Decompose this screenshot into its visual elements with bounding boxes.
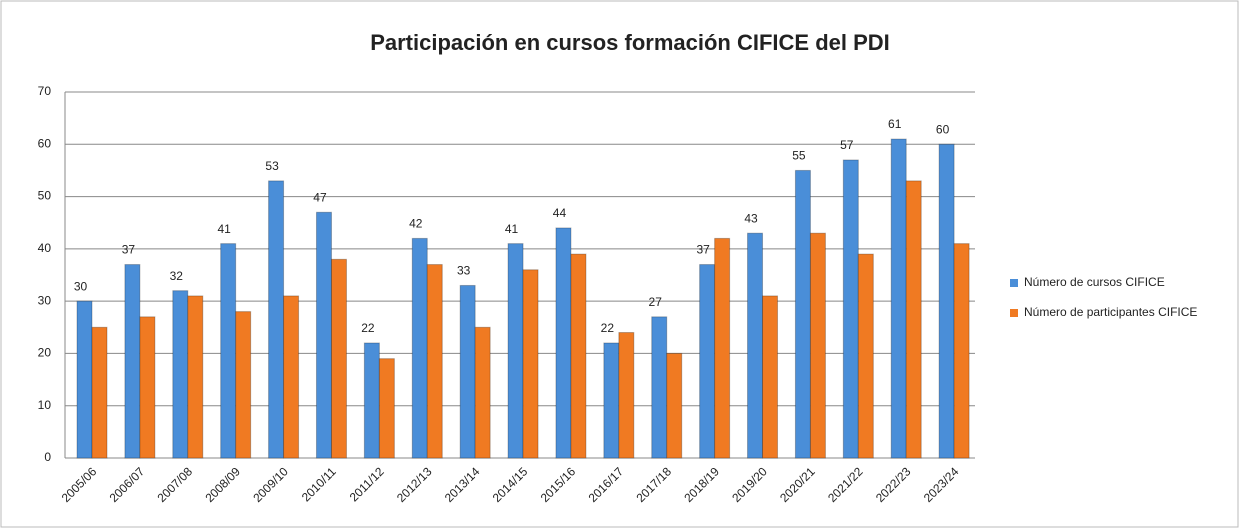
bar — [411, 237, 428, 459]
bar — [507, 243, 524, 459]
legend-label: Número de participantes CIFICE — [1024, 305, 1197, 319]
bar — [857, 253, 874, 459]
data-label: 53 — [265, 159, 279, 173]
bar — [905, 180, 922, 459]
y-tick-label: 50 — [38, 189, 52, 203]
y-tick-label: 20 — [38, 346, 52, 360]
data-label: 61 — [888, 117, 902, 131]
bar — [666, 352, 683, 459]
data-label: 41 — [505, 222, 519, 236]
bar — [714, 237, 731, 459]
y-tick-label: 30 — [38, 293, 52, 307]
bar — [330, 258, 347, 459]
bar — [570, 253, 587, 459]
data-label: 55 — [792, 149, 806, 163]
bar — [809, 232, 826, 459]
chart-title: Participación en cursos formación CIFICE… — [370, 30, 890, 55]
data-label: 43 — [744, 211, 758, 225]
bar — [459, 284, 476, 459]
bar — [283, 295, 300, 459]
data-label: 47 — [313, 190, 327, 204]
bar — [938, 143, 955, 459]
bar — [363, 342, 380, 459]
bar — [426, 264, 443, 459]
data-label: 60 — [936, 122, 950, 136]
bar — [555, 227, 572, 459]
data-label: 27 — [649, 295, 663, 309]
bar — [474, 326, 491, 459]
bar — [953, 243, 970, 459]
data-label: 41 — [218, 222, 232, 236]
bar — [76, 300, 93, 459]
bar — [235, 311, 252, 459]
bar — [139, 316, 156, 459]
data-label: 44 — [553, 206, 567, 220]
bar — [699, 264, 716, 459]
data-label: 57 — [840, 138, 854, 152]
bar — [651, 316, 668, 459]
y-tick-label: 0 — [44, 450, 51, 464]
data-label: 30 — [74, 279, 88, 293]
y-tick-label: 10 — [38, 398, 52, 412]
legend-swatch — [1010, 309, 1018, 317]
data-label: 22 — [361, 321, 375, 335]
bar — [618, 332, 635, 459]
bar — [124, 264, 141, 459]
bar — [794, 169, 811, 459]
legend-label: Número de cursos CIFICE — [1024, 275, 1165, 289]
data-label: 22 — [601, 321, 615, 335]
bar — [890, 138, 907, 459]
bar — [91, 326, 108, 459]
bar — [315, 211, 332, 459]
data-label: 37 — [122, 243, 136, 257]
bar — [762, 295, 779, 459]
y-tick-label: 70 — [38, 84, 52, 98]
legend-swatch — [1010, 279, 1018, 287]
bar — [172, 290, 189, 459]
data-label: 42 — [409, 217, 423, 231]
bar — [378, 358, 395, 459]
bar — [268, 180, 285, 459]
data-label: 33 — [457, 264, 471, 278]
bar — [747, 232, 764, 459]
bar — [603, 342, 620, 459]
bar — [842, 159, 859, 459]
bar — [187, 295, 204, 459]
data-label: 37 — [696, 243, 710, 257]
data-label: 32 — [170, 269, 184, 283]
bar — [220, 243, 237, 459]
y-tick-label: 60 — [38, 136, 52, 150]
bar — [522, 269, 539, 459]
y-tick-label: 40 — [38, 241, 52, 255]
